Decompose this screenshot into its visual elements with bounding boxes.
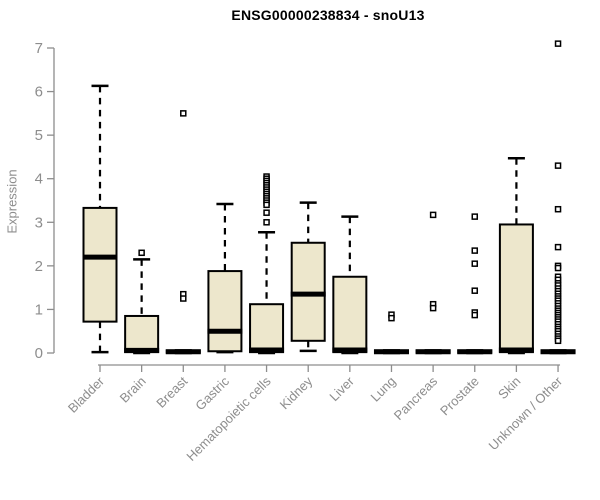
outlier-point (471, 311, 479, 319)
box-iqr (498, 223, 534, 354)
y-axis: 0 1 2 3 4 5 6 7 (35, 40, 55, 362)
outlier-point (263, 201, 270, 209)
x-category-label: Prostate (437, 374, 482, 419)
outlier-point (429, 211, 437, 219)
x-category-label: Brain (117, 374, 149, 406)
box-iqr (332, 275, 368, 354)
outlier-point (263, 209, 270, 216)
outlier-point (554, 162, 562, 169)
outlier-point (554, 243, 562, 251)
x-category-label: Gastric (192, 373, 232, 413)
outlier-point (471, 260, 479, 267)
outlier-point (471, 213, 479, 220)
box-iqr (249, 303, 285, 354)
y-tick-label: 5 (35, 127, 43, 144)
x-category-label: Lung (368, 374, 399, 405)
x-category-label: Unknown / Other (486, 373, 566, 453)
x-category-label: Pancreas (391, 373, 441, 423)
boxplot-pancreas (415, 211, 451, 355)
y-tick-label: 1 (35, 301, 43, 318)
boxplot-brain (124, 249, 160, 355)
outlier-point (554, 205, 562, 213)
boxplot-liver (332, 215, 368, 355)
boxplot-prostate (457, 213, 493, 355)
outlier-point (138, 249, 145, 257)
boxplot-hematopoietic-cells (249, 173, 285, 355)
x-category-label: Skin (495, 374, 523, 402)
y-tick-label: 2 (35, 258, 43, 275)
y-tick-label: 6 (35, 84, 43, 101)
y-tick-label: 3 (35, 214, 43, 231)
outlier-point (471, 247, 479, 254)
y-tick-label: 0 (35, 345, 43, 362)
box-iqr (124, 314, 160, 354)
outlier-point (388, 314, 395, 322)
chart-title: ENSG00000238834 - snoU13 (231, 7, 425, 23)
x-category-label: Bladder (65, 373, 108, 416)
outlier-point (554, 337, 562, 345)
boxplot-gastric (207, 202, 243, 354)
outlier-point (180, 295, 187, 302)
boxplot-unknown-other (540, 40, 576, 355)
boxplot-bladder (82, 84, 118, 354)
boxplot-kidney (290, 201, 326, 353)
outlier-point (263, 219, 270, 226)
y-tick-label: 7 (35, 40, 43, 57)
box-iqr (82, 206, 118, 323)
outlier-point (554, 264, 562, 272)
outlier-point (554, 40, 562, 47)
outlier-point (471, 287, 479, 294)
x-category-label: Liver (326, 373, 357, 404)
x-category-label: Kidney (277, 373, 316, 412)
box-iqr (207, 270, 243, 353)
outlier-point (429, 304, 437, 312)
x-category-label: Breast (153, 373, 190, 410)
boxplot-skin (498, 156, 534, 355)
y-tick-label: 4 (35, 171, 43, 188)
boxplot-lung (373, 311, 409, 355)
boxplot-breast (165, 110, 201, 355)
outlier-point (180, 110, 187, 117)
